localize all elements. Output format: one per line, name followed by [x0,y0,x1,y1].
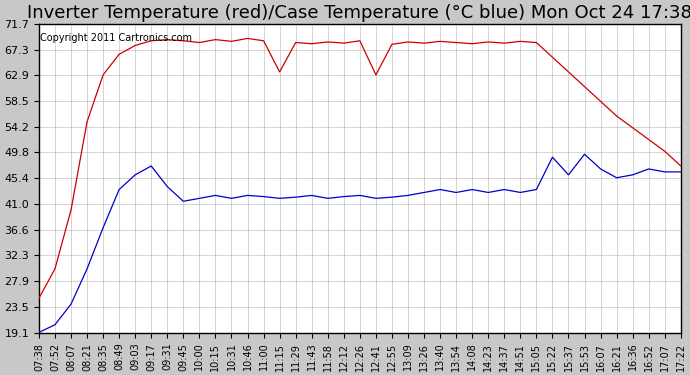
Title: Inverter Temperature (red)/Case Temperature (°C blue) Mon Oct 24 17:38: Inverter Temperature (red)/Case Temperat… [28,4,690,22]
Text: Copyright 2011 Cartronics.com: Copyright 2011 Cartronics.com [40,33,193,43]
